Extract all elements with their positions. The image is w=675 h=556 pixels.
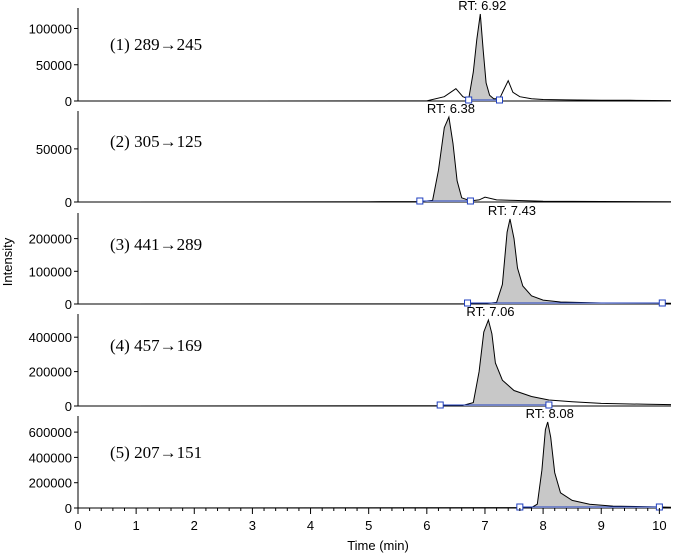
integration-marker [436,401,444,409]
peak-area [468,14,500,101]
y-tick-label: 400000 [29,450,72,465]
integration-marker [466,197,474,205]
x-tick-label: 3 [249,518,256,533]
chromatogram-trace [77,13,672,102]
y-tick-label: 200000 [29,476,72,491]
peak-area [519,422,660,508]
chromatogram-panel-5: 0 200000 400000 600000 RT: 8.08 (5) 207→151 [29,406,672,516]
retention-time-label: RT: 6.38 [427,101,475,116]
y-tick-label: 50000 [36,142,72,157]
integration-marker [545,401,553,409]
transition-label: (4) 457→169 [110,336,202,355]
y-tick-label: 0 [65,94,72,109]
chromatogram-trace [77,218,672,305]
x-tick-label: 1 [133,518,140,533]
y-tick-label: 100000 [29,22,72,37]
x-tick-label: 9 [598,518,605,533]
chromatogram-panel-4: 0 200000 400000 RT: 7.06 (4) 457→169 [29,304,672,414]
y-tick-label: 200000 [29,232,72,247]
integration-marker [465,96,473,104]
retention-time-label: RT: 8.08 [526,406,574,421]
chromatogram-trace [77,318,672,407]
chromatogram-panel-1: 0 50000 100000 RT: 6.92 (1) 289→245 [29,0,672,109]
chromatogram-panels: 0 50000 100000 RT: 6.92 (1) 289→245 0 50000 RT:… [29,0,672,516]
y-tick-label: 400000 [29,330,72,345]
x-tick-label: 10 [652,518,666,533]
transition-label: (2) 305→125 [110,132,202,151]
chromatogram-panel-2: 0 50000 RT: 6.38 (2) 305→125 [36,101,672,210]
chromatogram-trace [77,115,672,203]
integration-marker [416,197,424,205]
transition-label: (3) 441→289 [110,235,202,254]
integration-marker [464,299,472,307]
chromatogram-trace [77,421,672,509]
y-tick-label: 100000 [29,264,72,279]
transition-label: (1) 289→245 [110,35,202,54]
x-axis-title: Time (min) [347,538,409,553]
x-tick-label: 4 [307,518,314,533]
integration-marker [658,299,666,307]
x-tick-label: 2 [191,518,198,533]
y-tick-label: 0 [65,297,72,312]
integration-marker [495,96,503,104]
chromatogram-panel-3: 0 100000 200000 RT: 7.43 (3) 441→289 [29,203,672,312]
x-tick-label: 0 [74,518,81,533]
y-axis-title: Intensity [0,237,15,286]
x-tick-label: 8 [539,518,546,533]
retention-time-label: RT: 7.06 [466,304,514,319]
peak-area [467,219,663,304]
retention-time-label: RT: 6.92 [458,0,506,13]
y-tick-label: 600000 [29,425,72,440]
peak-area [419,117,471,202]
y-tick-label: 200000 [29,365,72,380]
x-tick-label: 7 [481,518,488,533]
x-tick-label: 6 [423,518,430,533]
y-tick-label: 0 [65,195,72,210]
peak-area [440,320,549,406]
x-axis: 0 1 2 3 4 5 6 7 8 9 10 [74,508,667,533]
y-tick-label: 0 [65,399,72,414]
x-tick-label: 5 [365,518,372,533]
y-tick-label: 50000 [36,58,72,73]
y-tick-label: 0 [65,501,72,516]
retention-time-label: RT: 7.43 [488,203,536,218]
transition-label: (5) 207→151 [110,443,202,462]
